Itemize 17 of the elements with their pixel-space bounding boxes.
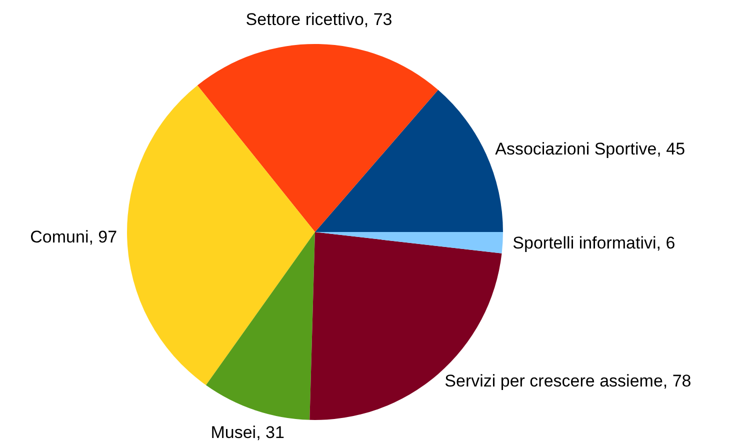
data-label: , 45 — [656, 140, 686, 159]
pie-slice — [206, 232, 315, 420]
data-label: , 31 — [256, 422, 284, 442]
slice-label: Settore ricettivo — [246, 10, 364, 30]
data-label: , 73 — [364, 10, 392, 30]
slice-label: Musei — [210, 422, 256, 442]
pie-slice — [310, 232, 502, 420]
data-label: , 6 — [656, 233, 676, 252]
data-label: , 78 — [662, 372, 692, 391]
slice-label: Servizi per crescere assieme — [444, 372, 663, 391]
pie-slice — [315, 232, 503, 254]
data-label: , 97 — [88, 228, 118, 247]
slice-label: Sportelli informativi — [512, 233, 656, 252]
pie-slice — [127, 85, 315, 386]
slice-label: Associazioni Sportive — [495, 140, 657, 159]
pie-slice — [197, 44, 438, 232]
slice-label: Comuni — [30, 228, 89, 247]
